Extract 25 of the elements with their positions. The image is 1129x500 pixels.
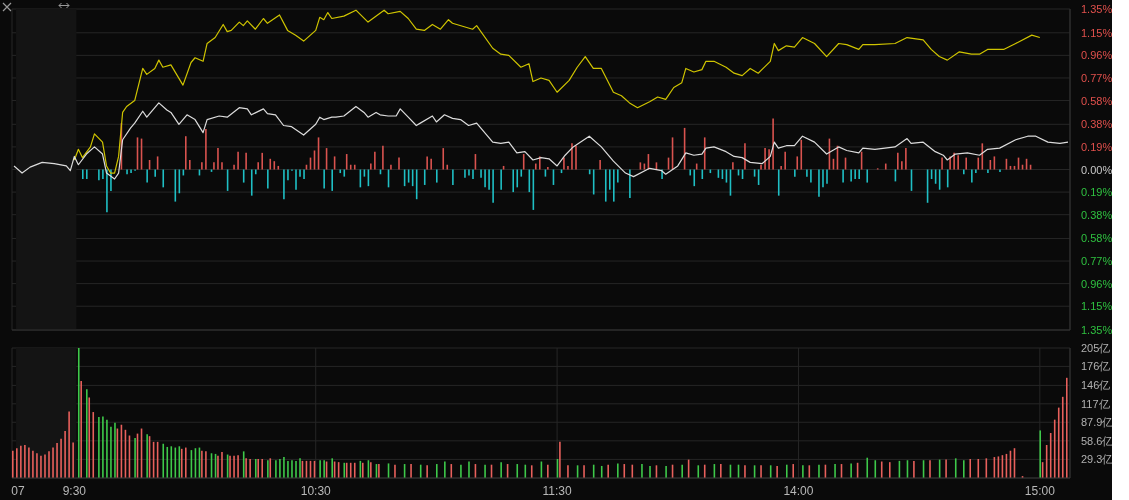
- y-tick-label: 0.96%: [1081, 49, 1113, 62]
- y-tick-label: 0.58%: [1081, 94, 1113, 107]
- x-tick-label: 07: [11, 483, 26, 498]
- x-tick-label: 15:00: [1024, 483, 1056, 498]
- x-tick-label: 11:30: [542, 483, 572, 498]
- y-tick-label: 146亿: [1081, 379, 1111, 392]
- y-tick-label: 1.35%: [1081, 3, 1113, 15]
- y-tick-label: 0.19%: [1081, 186, 1113, 199]
- y-tick-label: 0.77%: [1081, 255, 1113, 268]
- y-tick-label: 0.38%: [1081, 118, 1113, 131]
- y-tick-label: 205亿: [1081, 342, 1111, 354]
- x-tick-label: 14:00: [783, 483, 814, 498]
- y-tick-label: 0.58%: [1081, 232, 1113, 245]
- y-tick-label: 176亿: [1081, 360, 1111, 373]
- y-tick-label: 0.00%: [1081, 163, 1113, 176]
- y-tick-label: 0.77%: [1081, 71, 1113, 84]
- y-tick-label: 1.15%: [1081, 300, 1113, 313]
- y-tick-label: 1.15%: [1081, 26, 1113, 39]
- y-tick-label: 0.19%: [1081, 140, 1113, 153]
- y-tick-label: 0.96%: [1081, 277, 1113, 290]
- y-tick-label: 1.35%: [1081, 324, 1113, 336]
- x-tick-label: 10:30: [300, 483, 332, 498]
- y-tick-label: 117亿: [1081, 397, 1110, 410]
- y-tick-label: 0.38%: [1081, 208, 1113, 221]
- x-tick-label: 9:30: [62, 483, 87, 498]
